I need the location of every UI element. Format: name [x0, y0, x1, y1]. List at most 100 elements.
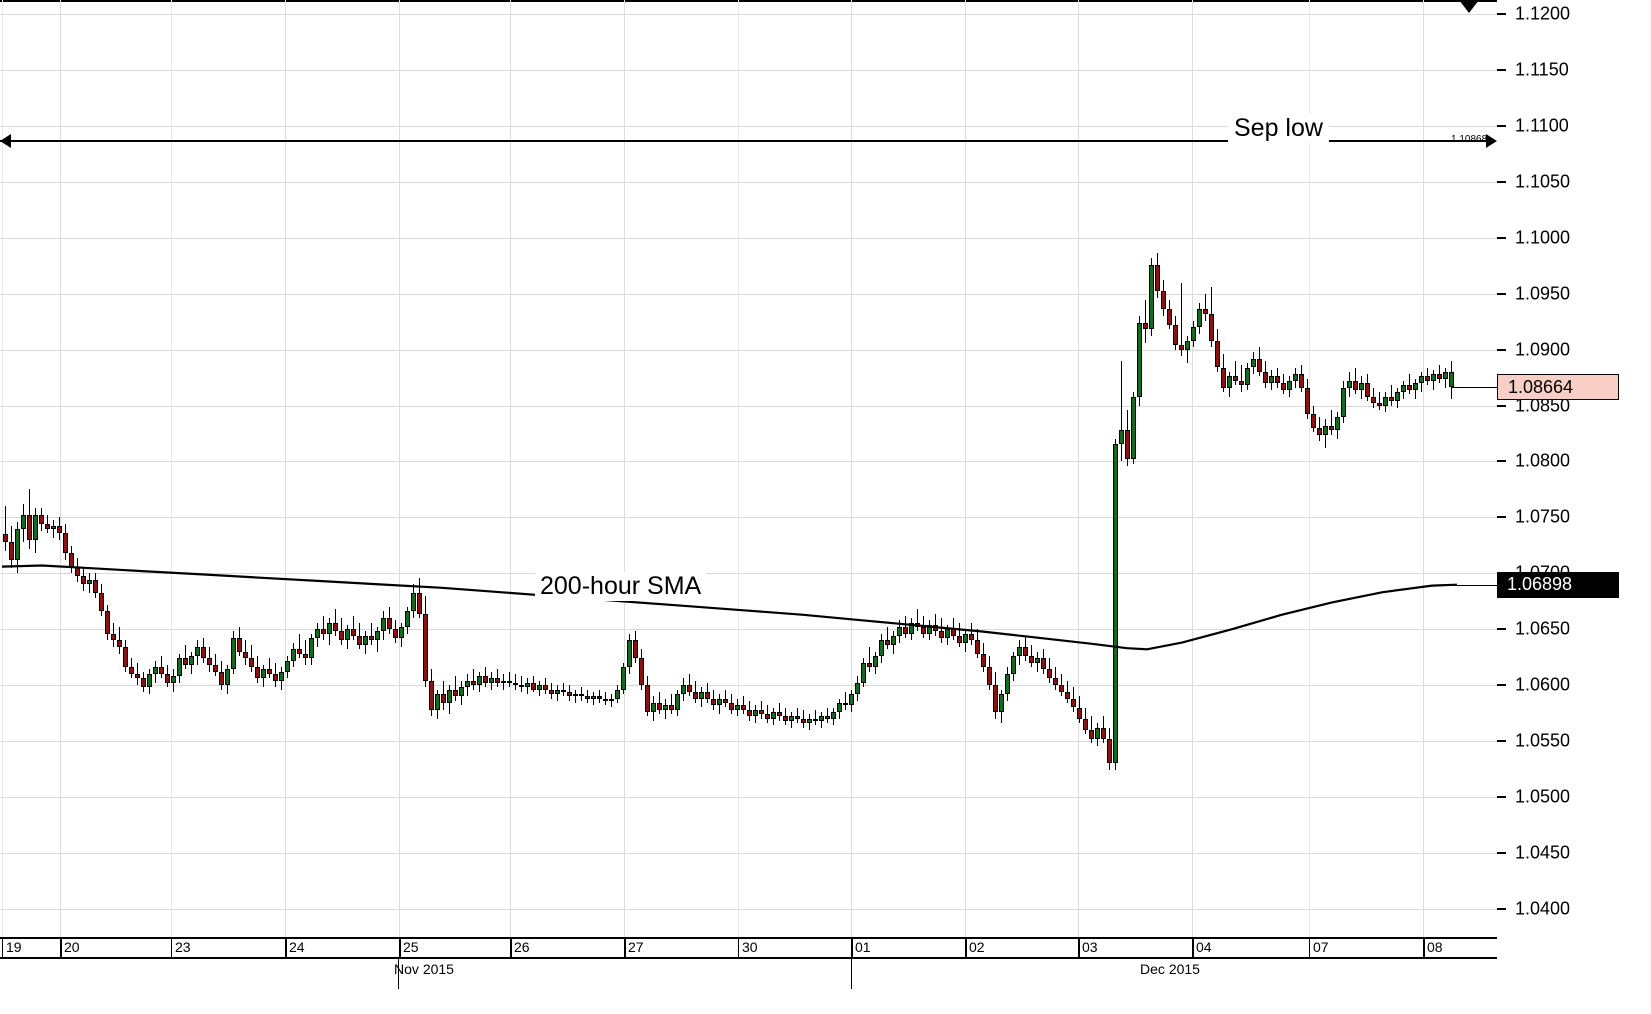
date-tick-label: 25 [403, 939, 419, 955]
date-separator [510, 937, 512, 957]
candle-wick [887, 626, 888, 650]
candle-body [555, 689, 560, 695]
candle-wick [695, 680, 696, 704]
candle-body [459, 687, 464, 697]
candle-body [351, 629, 356, 636]
candle-wick [761, 700, 762, 719]
price-axis[interactable]: 1.1200 1.1150 1.1100 1.1050 1.1000 1.0950 1.09… [1497, 0, 1651, 1014]
date-axis[interactable]: 19 20 23 24 25 26 27 30 01 02 03 04 07 08 Nov 2015 Dec … [0, 937, 1497, 1014]
gridline-horizontal [0, 685, 1497, 687]
sma-price-tag[interactable]: 1.06898 [1497, 571, 1619, 598]
candle-wick [845, 691, 846, 710]
gridline-horizontal [0, 629, 1497, 631]
candle-body [615, 689, 620, 699]
candle-body [303, 653, 308, 659]
candle-body [1131, 396, 1136, 460]
candle-body [57, 526, 62, 534]
candle-wick [521, 676, 522, 692]
candle-body [483, 676, 488, 683]
candle-body [1311, 414, 1316, 428]
candle-body [1305, 387, 1310, 415]
price-tick [1497, 69, 1506, 71]
candle-body [981, 653, 986, 668]
price-tick [1497, 236, 1506, 239]
candle-body [897, 626, 902, 636]
candle-wick [5, 506, 6, 551]
candle-wick [1145, 300, 1146, 343]
candle-body [219, 671, 224, 686]
month-label: Nov 2015 [394, 961, 454, 977]
candle-wick [161, 656, 162, 679]
candle-body [1167, 309, 1172, 325]
candle-wick [671, 694, 672, 715]
last-price-tag[interactable]: 1.08664 [1497, 374, 1619, 401]
candle-body [531, 682, 536, 690]
candle-body [741, 705, 746, 710]
candle-body [471, 680, 476, 686]
candle-body [117, 640, 122, 648]
price-tick-label: 1.0450 [1515, 842, 1571, 863]
price-tick-label: 1.1100 [1515, 115, 1569, 136]
date-tick-label: 27 [628, 939, 644, 955]
candle-body [807, 718, 812, 724]
candle-wick [869, 647, 870, 672]
last-price-connector [1452, 387, 1497, 389]
candle-body [261, 669, 266, 679]
gridline-horizontal [0, 349, 1497, 351]
candle-body [951, 629, 956, 636]
candle-body [417, 593, 422, 614]
candle-body [879, 640, 884, 657]
candle-body [1089, 729, 1094, 739]
gridline-horizontal [0, 461, 1497, 463]
candle-wick [1241, 365, 1242, 393]
candle-body [675, 694, 680, 710]
candle-body [927, 624, 932, 634]
candle-body [783, 716, 788, 721]
candle-body [1095, 727, 1100, 739]
candle-body [633, 640, 638, 659]
price-tick [1497, 740, 1506, 743]
candle-wick [1181, 282, 1182, 357]
candle-body [1371, 396, 1376, 404]
candle-wick [509, 671, 510, 688]
candle-wick [371, 622, 372, 645]
candle-body [1017, 647, 1022, 657]
gridline-vertical [60, 0, 61, 937]
candle-body [1419, 376, 1424, 384]
price-tick [1497, 348, 1506, 351]
candle-body [429, 680, 434, 710]
sep-low-line [0, 139, 1492, 142]
candle-body [177, 658, 182, 677]
candle-body [717, 698, 722, 706]
gridline-vertical [624, 0, 625, 937]
candle-body [969, 633, 974, 641]
candle-body [705, 691, 710, 699]
plot-top-border [0, 0, 1497, 2]
candle-body [1125, 430, 1130, 460]
candle-wick [269, 658, 270, 679]
candle-wick [917, 609, 918, 632]
sma-price-connector [1455, 584, 1497, 586]
price-plot-area[interactable]: Sep low 1.10868 200-hour SMA [0, 0, 1497, 937]
sep-low-label: Sep low [1228, 113, 1329, 143]
candle-body [1365, 383, 1370, 397]
candle-wick [1409, 374, 1410, 395]
gridline-horizontal [0, 70, 1497, 71]
candle-body [465, 680, 470, 688]
candle-body [393, 629, 398, 639]
candle-body [1425, 376, 1430, 381]
candle-body [1221, 367, 1226, 388]
candle-body [1407, 385, 1412, 390]
candle-body [27, 515, 32, 540]
candle-body [105, 611, 110, 634]
price-tick [1497, 292, 1506, 295]
candle-wick [1355, 367, 1356, 395]
candle-body [1071, 698, 1076, 708]
candle-body [1431, 374, 1436, 381]
candle-body [39, 515, 44, 525]
candle-body [1329, 425, 1334, 431]
candle-body [1347, 380, 1352, 388]
candle-body [339, 631, 344, 641]
candle-body [435, 694, 440, 710]
candle-body [825, 716, 830, 719]
